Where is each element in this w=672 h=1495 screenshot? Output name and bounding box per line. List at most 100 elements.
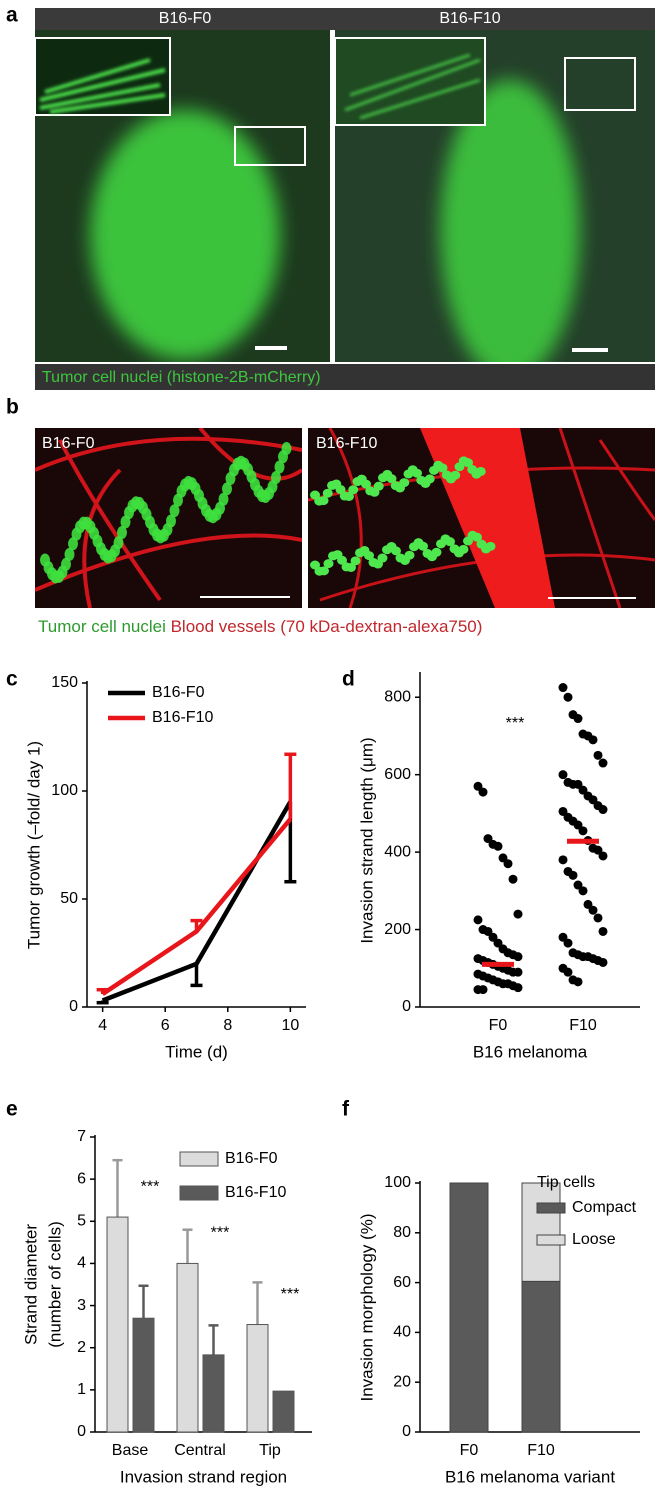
data-point <box>558 855 568 865</box>
legend-swatch <box>179 1185 219 1201</box>
y-tick-label: 200 <box>384 921 411 938</box>
x-tick-label: 4 <box>98 1017 107 1034</box>
line <box>101 817 293 996</box>
legend-label: Loose <box>572 1231 616 1248</box>
data-point <box>573 977 583 987</box>
data-point <box>513 983 523 993</box>
x-tick-label: 6 <box>161 1017 170 1034</box>
data-point <box>588 905 598 915</box>
caption-part: Tumor cell nuclei <box>38 617 166 636</box>
inset-box <box>564 57 636 111</box>
data-point <box>568 870 578 880</box>
inset-strands <box>39 58 166 114</box>
y-tick-label: 2 <box>77 1339 86 1356</box>
nucleus <box>475 466 486 476</box>
bar <box>246 1324 269 1433</box>
legend-title: Tip cells <box>537 1174 595 1191</box>
data-point <box>563 967 573 977</box>
nucleus <box>437 463 448 473</box>
nucleus <box>361 479 371 489</box>
y-axis-label: Invasion morphology (%) <box>357 1213 376 1401</box>
x-axis-label: Invasion strand region <box>120 1467 287 1486</box>
y-tick-label: 3 <box>77 1297 86 1314</box>
nucleus <box>166 514 176 528</box>
nucleus <box>346 562 356 572</box>
y-tick-label: 600 <box>384 766 411 783</box>
y-tick-label: 100 <box>384 1174 411 1191</box>
nucleus <box>318 496 329 506</box>
legend-swatch <box>536 1202 566 1214</box>
micrograph-a-left <box>35 30 330 362</box>
nucleus <box>222 482 232 496</box>
nucleus <box>64 547 75 561</box>
data-point <box>598 758 608 768</box>
data-point <box>508 874 518 884</box>
y-axis-label: Invasion strand length (μm) <box>357 737 376 943</box>
nucleus <box>335 485 346 495</box>
scale-bar <box>572 348 608 352</box>
caption-bar <box>35 364 655 390</box>
nucleus <box>431 547 442 557</box>
data-point <box>573 714 583 724</box>
nucleus <box>61 557 71 571</box>
panel-label: c <box>6 668 18 691</box>
bar <box>272 1390 295 1433</box>
nucleus <box>350 556 361 566</box>
legend-label: B16-F0 <box>225 1150 278 1167</box>
data-point <box>598 851 608 861</box>
y-axis-label: (number of cells) <box>45 1221 64 1348</box>
image-caption: Tumor cell nuclei Blood vessels (70 kDa-… <box>38 617 482 636</box>
bar-segment <box>449 1182 489 1433</box>
data-point <box>503 859 513 869</box>
nucleus <box>458 544 469 554</box>
y-tick-label: 50 <box>60 890 78 907</box>
nucleus <box>412 468 422 478</box>
inset-box <box>234 126 306 166</box>
panel-label: d <box>342 668 355 691</box>
nucleus <box>472 532 482 542</box>
header-bar <box>35 8 655 30</box>
significance: *** <box>281 1286 300 1303</box>
nucleus <box>117 526 127 540</box>
y-axis-label: Strand diameter <box>21 1224 40 1345</box>
nucleus <box>377 553 388 563</box>
nucleus <box>424 474 435 484</box>
x-tick-label: Base <box>112 1442 149 1459</box>
data-point <box>598 805 608 815</box>
data-point <box>478 985 488 995</box>
data-point <box>493 841 503 851</box>
x-tick-label: Central <box>174 1442 226 1459</box>
nucleus <box>68 537 78 551</box>
bar <box>132 1317 155 1433</box>
vessels <box>35 428 302 608</box>
tumor <box>440 80 580 362</box>
data-point <box>578 886 588 896</box>
legend-label: B16-F10 <box>152 709 213 726</box>
legend-swatch <box>179 1151 219 1167</box>
x-axis-label: B16 melanoma variant <box>445 1467 615 1486</box>
image-label: B16-F10 <box>316 435 377 452</box>
image-caption: Tumor cell nuclei (histone-2B-mCherry) <box>42 369 321 386</box>
nucleus <box>364 551 374 561</box>
x-tick-label: F10 <box>569 1017 597 1034</box>
data-point <box>513 952 523 962</box>
data-point <box>513 909 523 919</box>
x-axis-label: B16 melanoma <box>473 1042 588 1061</box>
tumor <box>90 110 280 360</box>
nucleus <box>386 474 397 484</box>
nucleus <box>463 458 473 468</box>
y-tick-label: 80 <box>393 1224 411 1241</box>
data-point <box>598 957 608 967</box>
data-point <box>473 915 483 925</box>
panel-label: f <box>342 1098 350 1121</box>
y-tick-label: 4 <box>77 1255 86 1272</box>
legend-label: Compact <box>572 1199 637 1216</box>
nucleus <box>274 460 285 474</box>
micrograph-b-right <box>308 428 655 608</box>
micrograph-b-left <box>35 428 302 608</box>
x-tick-label: F0 <box>489 1017 508 1034</box>
inset <box>335 37 486 126</box>
legend-label: B16-F10 <box>225 1184 286 1201</box>
nucleus <box>404 550 415 560</box>
data-point <box>593 913 603 923</box>
